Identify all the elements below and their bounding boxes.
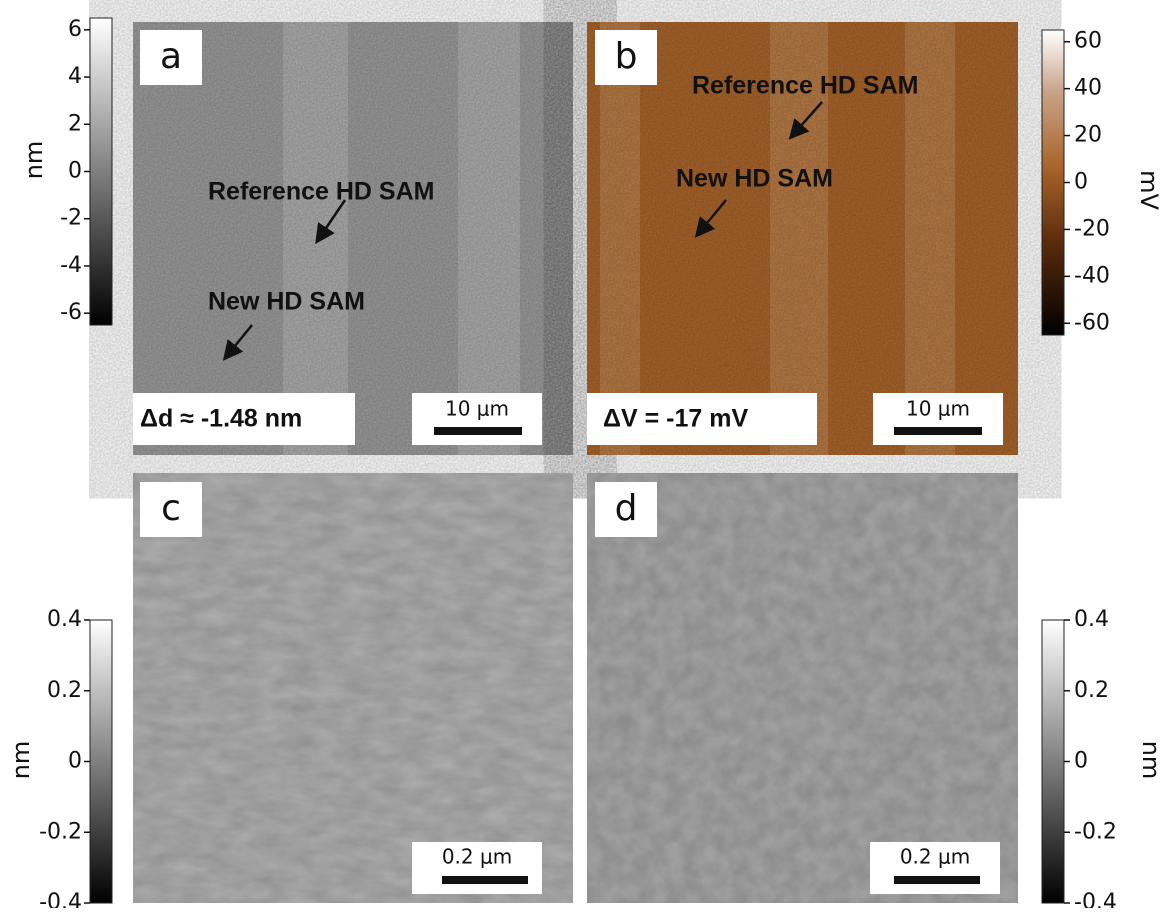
scale-bar — [434, 427, 522, 435]
delta-label: Δd ≈ -1.48 nm — [140, 405, 302, 433]
tick-label: -20 — [1074, 216, 1110, 241]
tick-label: -60 — [1074, 310, 1110, 335]
panel-b: b Reference HD SAM New HD SAM ΔV = -17 m… — [587, 22, 1018, 455]
tick-label: -4 — [60, 253, 82, 278]
tick-label: 0.4 — [1074, 607, 1109, 632]
scale-bar-label: 10 μm — [445, 397, 509, 421]
tick-label: 4 — [68, 64, 82, 89]
tick-label: -40 — [1074, 263, 1110, 288]
tick-label: 20 — [1074, 123, 1102, 148]
delta-label: ΔV = -17 mV — [603, 405, 748, 433]
colorbar-unit: mV — [1135, 170, 1163, 210]
tick-label: 0 — [1074, 749, 1088, 774]
colorbar — [90, 18, 112, 325]
tick-label: 0 — [68, 749, 82, 774]
texture — [133, 22, 573, 455]
tick-label: 0.2 — [47, 678, 82, 703]
colorbar — [1042, 620, 1064, 903]
annotation: New HD SAM — [208, 288, 365, 316]
panel-label: d — [615, 488, 638, 529]
colorbar-unit: nm — [1137, 741, 1165, 780]
panel-d: d 0.2 μm — [587, 473, 1018, 903]
tick-label: -0.4 — [39, 890, 82, 908]
tick-label: -0.4 — [1074, 890, 1117, 908]
tick-label: 40 — [1074, 76, 1102, 101]
scale-bar — [894, 427, 982, 435]
tick-label: -6 — [60, 300, 82, 325]
tick-label: 2 — [68, 111, 82, 136]
panel-c: c 0.2 μm — [133, 473, 573, 903]
tick-label: 0 — [68, 159, 82, 184]
panel-label: a — [160, 36, 182, 77]
annotation: Reference HD SAM — [692, 72, 918, 100]
scale-bar-label: 0.2 μm — [900, 845, 970, 869]
texture — [133, 473, 573, 903]
colorbar — [90, 620, 112, 903]
figure: a Reference HD SAM New HD SAM Δd ≈ -1.48… — [0, 0, 1167, 908]
texture — [587, 473, 1018, 903]
annotation: New HD SAM — [676, 165, 833, 193]
colorbar — [1042, 30, 1064, 335]
colorbar-unit: nm — [20, 141, 48, 180]
tick-label: 60 — [1074, 29, 1102, 54]
tick-label: -0.2 — [39, 819, 82, 844]
panel-label: b — [615, 36, 638, 77]
tick-label: 0 — [1074, 170, 1088, 195]
scale-bar — [894, 876, 980, 884]
colorbar-unit: nm — [7, 741, 35, 780]
tick-label: -2 — [60, 206, 82, 231]
scale-bar-label: 0.2 μm — [442, 845, 512, 869]
tick-label: -0.2 — [1074, 819, 1117, 844]
panel-label: c — [161, 488, 181, 529]
scale-bar-label: 10 μm — [906, 397, 970, 421]
panel-a: a Reference HD SAM New HD SAM Δd ≈ -1.48… — [133, 22, 573, 455]
scale-bar — [442, 876, 528, 884]
tick-label: 0.2 — [1074, 678, 1109, 703]
tick-label: 6 — [68, 17, 82, 42]
annotation: Reference HD SAM — [208, 178, 434, 206]
tick-label: 0.4 — [47, 607, 82, 632]
